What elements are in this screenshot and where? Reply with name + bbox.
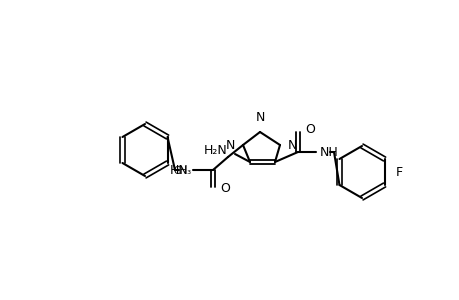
Text: O: O: [219, 182, 230, 196]
Text: N: N: [287, 139, 297, 152]
Text: F: F: [395, 166, 402, 178]
Text: H₂N: H₂N: [204, 143, 228, 157]
Text: N: N: [255, 111, 264, 124]
Text: NH: NH: [319, 146, 338, 158]
Text: CH₃: CH₃: [173, 166, 191, 176]
Text: N: N: [225, 139, 235, 152]
Text: HN: HN: [170, 164, 189, 176]
Text: O: O: [304, 122, 314, 136]
